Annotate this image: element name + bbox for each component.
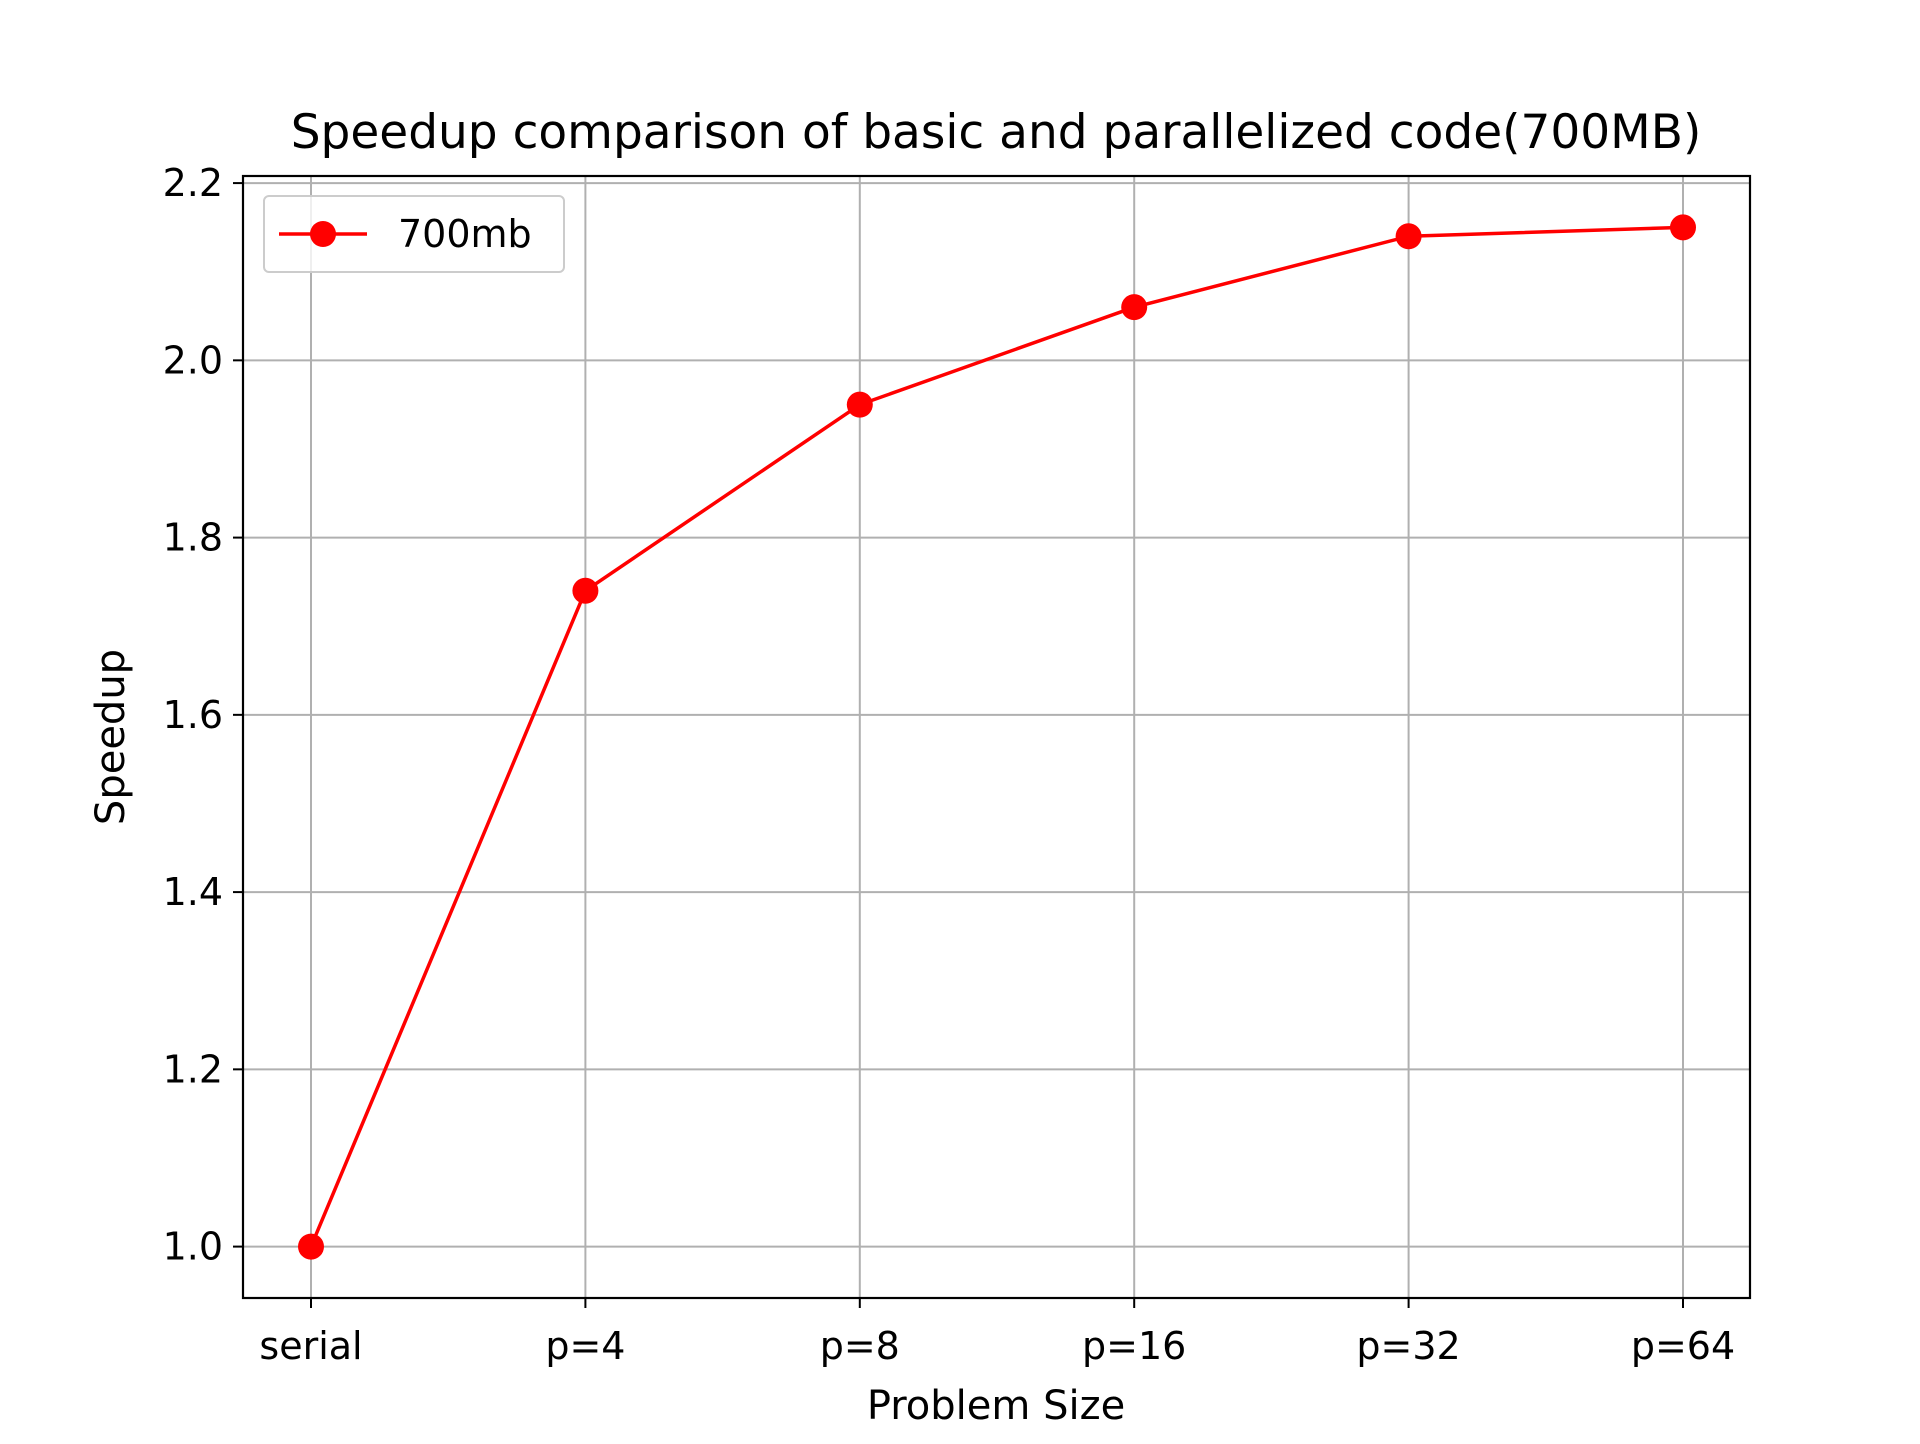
y-tick-label: 1.8 [163,516,223,560]
data-point-serial [298,1233,324,1260]
legend-box [263,195,565,273]
y-axis-label: Speedup [88,649,134,825]
data-point-p=4 [572,577,599,604]
y-tick-label: 1.2 [163,1047,223,1091]
x-tick-label: p=4 [545,1324,625,1368]
x-tick-label: p=32 [1356,1324,1460,1368]
x-axis-label: Problem Size [867,1383,1125,1429]
data-point-p=32 [1395,223,1422,250]
x-tick-label: p=64 [1631,1324,1735,1368]
legend-label-700mb: 700mb [398,212,532,256]
y-tick-label: 1.6 [163,693,223,737]
x-tick-label: p=8 [820,1324,900,1368]
legend: 700mb [263,195,565,273]
y-tick-label: 2.0 [163,338,223,382]
y-axis-ticks: 1.0 1.2 1.4 1.6 1.8 2.0 2.2 [163,161,243,1269]
y-tick-label: 1.0 [163,1225,223,1269]
grid-lines [243,176,1750,1298]
data-point-p=16 [1121,294,1148,321]
data-point-p=64 [1670,214,1696,241]
y-tick-label: 1.4 [163,870,223,914]
chart-title: Speedup comparison of basic and parallel… [291,105,1702,160]
y-tick-label: 2.2 [163,161,223,205]
x-axis-ticks: serial p=4 p=8 p=16 p=32 p=64 [259,1298,1735,1368]
plot-frame [241,174,1752,1300]
x-tick-label: serial [259,1324,362,1368]
legend-marker-swatch [310,221,336,247]
series-line-700mb [309,225,1684,1248]
series-layer [298,214,1696,1260]
x-tick-label: p=16 [1082,1324,1186,1368]
data-point-p=8 [846,391,873,418]
